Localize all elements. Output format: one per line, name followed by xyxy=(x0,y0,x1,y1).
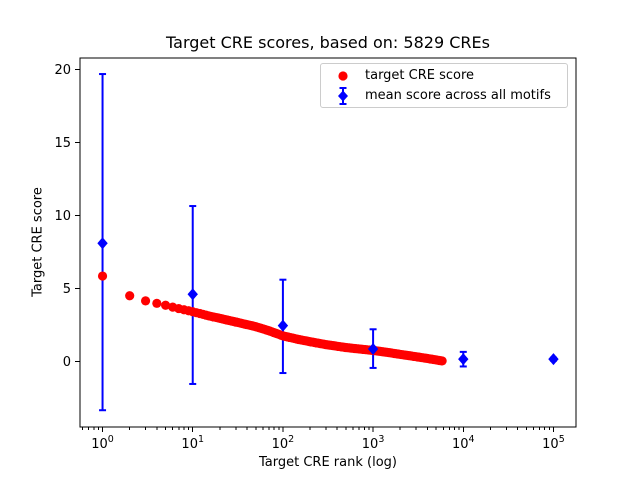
legend-label: target CRE score xyxy=(365,68,475,83)
svg-text:100: 100 xyxy=(91,434,114,452)
svg-text:101: 101 xyxy=(181,434,204,452)
svg-text:104: 104 xyxy=(452,434,475,452)
chart-title: Target CRE scores, based on: 5829 CREs xyxy=(166,33,490,52)
svg-text:103: 103 xyxy=(362,434,385,452)
red-circle-marker-icon xyxy=(321,66,365,86)
svg-text:102: 102 xyxy=(272,434,295,452)
svg-text:15: 15 xyxy=(54,136,71,151)
svg-text:20: 20 xyxy=(54,63,71,78)
blue-diamond-errorbar-marker-icon xyxy=(321,86,365,106)
legend-item-mean-score: mean score across all motifs xyxy=(321,86,567,106)
y-axis-label: Target CRE score xyxy=(30,187,46,297)
svg-text:105: 105 xyxy=(542,434,565,452)
svg-text:10: 10 xyxy=(54,209,71,224)
axes-border xyxy=(79,57,577,428)
svg-text:0: 0 xyxy=(63,355,71,370)
x-axis-label: Target CRE rank (log) xyxy=(259,455,397,470)
legend-item-target-cre-score: target CRE score xyxy=(321,66,567,86)
svg-text:5: 5 xyxy=(63,282,71,297)
legend-label: mean score across all motifs xyxy=(365,88,551,103)
legend: target CRE score mean score across all m… xyxy=(320,63,568,108)
